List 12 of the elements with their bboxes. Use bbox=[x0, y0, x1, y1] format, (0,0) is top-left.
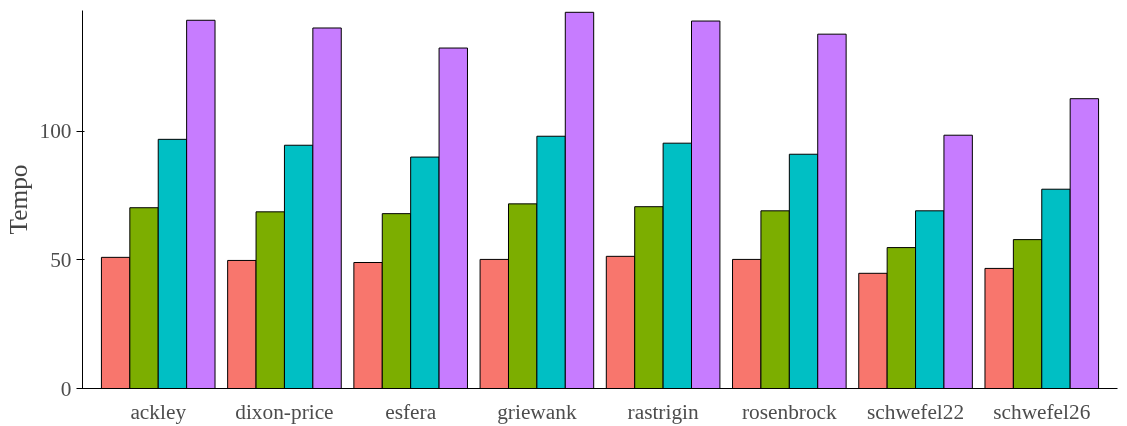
x-tick-label: schwefel26 bbox=[993, 399, 1091, 424]
x-tick-label: schwefel22 bbox=[866, 399, 965, 424]
x-tick-label: rosenbrock bbox=[741, 399, 838, 424]
x-tick-label: esfera bbox=[385, 399, 437, 424]
y-axis-title: Tempo bbox=[3, 164, 32, 235]
x-tick-label: dixon-price bbox=[235, 399, 334, 424]
x-tick-label: rastrigin bbox=[627, 399, 699, 424]
y-tick-label: 50 bbox=[50, 247, 72, 272]
y-tick-label: 0 bbox=[60, 376, 72, 401]
x-tick-label: griewank bbox=[497, 399, 577, 424]
x-tick-label: ackley bbox=[130, 399, 187, 424]
y-tick-label: 100 bbox=[39, 119, 72, 144]
